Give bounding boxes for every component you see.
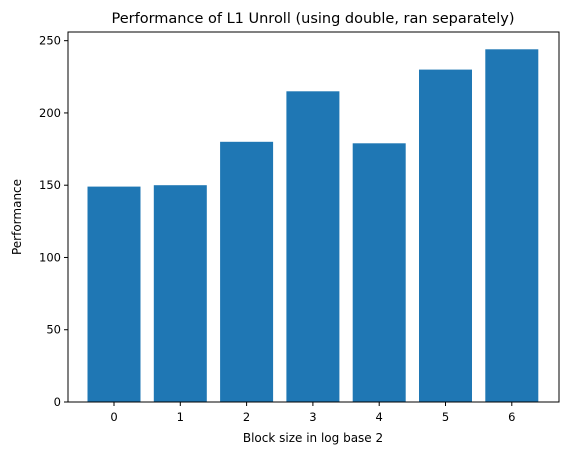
y-tick-label: 0 [54,395,61,409]
x-tick-label: 5 [442,410,449,424]
x-axis-label: Block size in log base 2 [243,431,383,445]
y-axis-ticks: 0 50 100 150 200 250 [39,34,68,409]
bar-3 [286,91,340,403]
x-tick-label: 0 [110,410,117,424]
chart-title: Performance of L1 Unroll (using double, … [112,11,515,27]
bar-5 [419,69,472,402]
x-tick-label: 2 [243,410,250,424]
y-tick-label: 50 [46,323,61,337]
bar-1 [153,185,207,402]
bar-6 [485,49,539,403]
bar-2 [220,141,274,403]
y-tick-label: 200 [39,106,61,120]
y-tick-label: 100 [39,250,61,264]
bar-0 [87,186,141,402]
y-tick-label: 250 [39,34,61,48]
y-axis-label: Performance [10,179,24,255]
plot-frame [67,31,560,403]
x-tick-label: 4 [376,410,383,424]
x-axis-ticks: 0 1 2 3 4 5 6 [110,402,515,424]
x-tick-label: 1 [177,410,184,424]
x-tick-label: 3 [309,410,316,424]
y-tick-label: 150 [39,178,61,192]
bars-group [87,49,539,403]
x-tick-label: 6 [508,410,515,424]
bar-4 [352,143,406,403]
